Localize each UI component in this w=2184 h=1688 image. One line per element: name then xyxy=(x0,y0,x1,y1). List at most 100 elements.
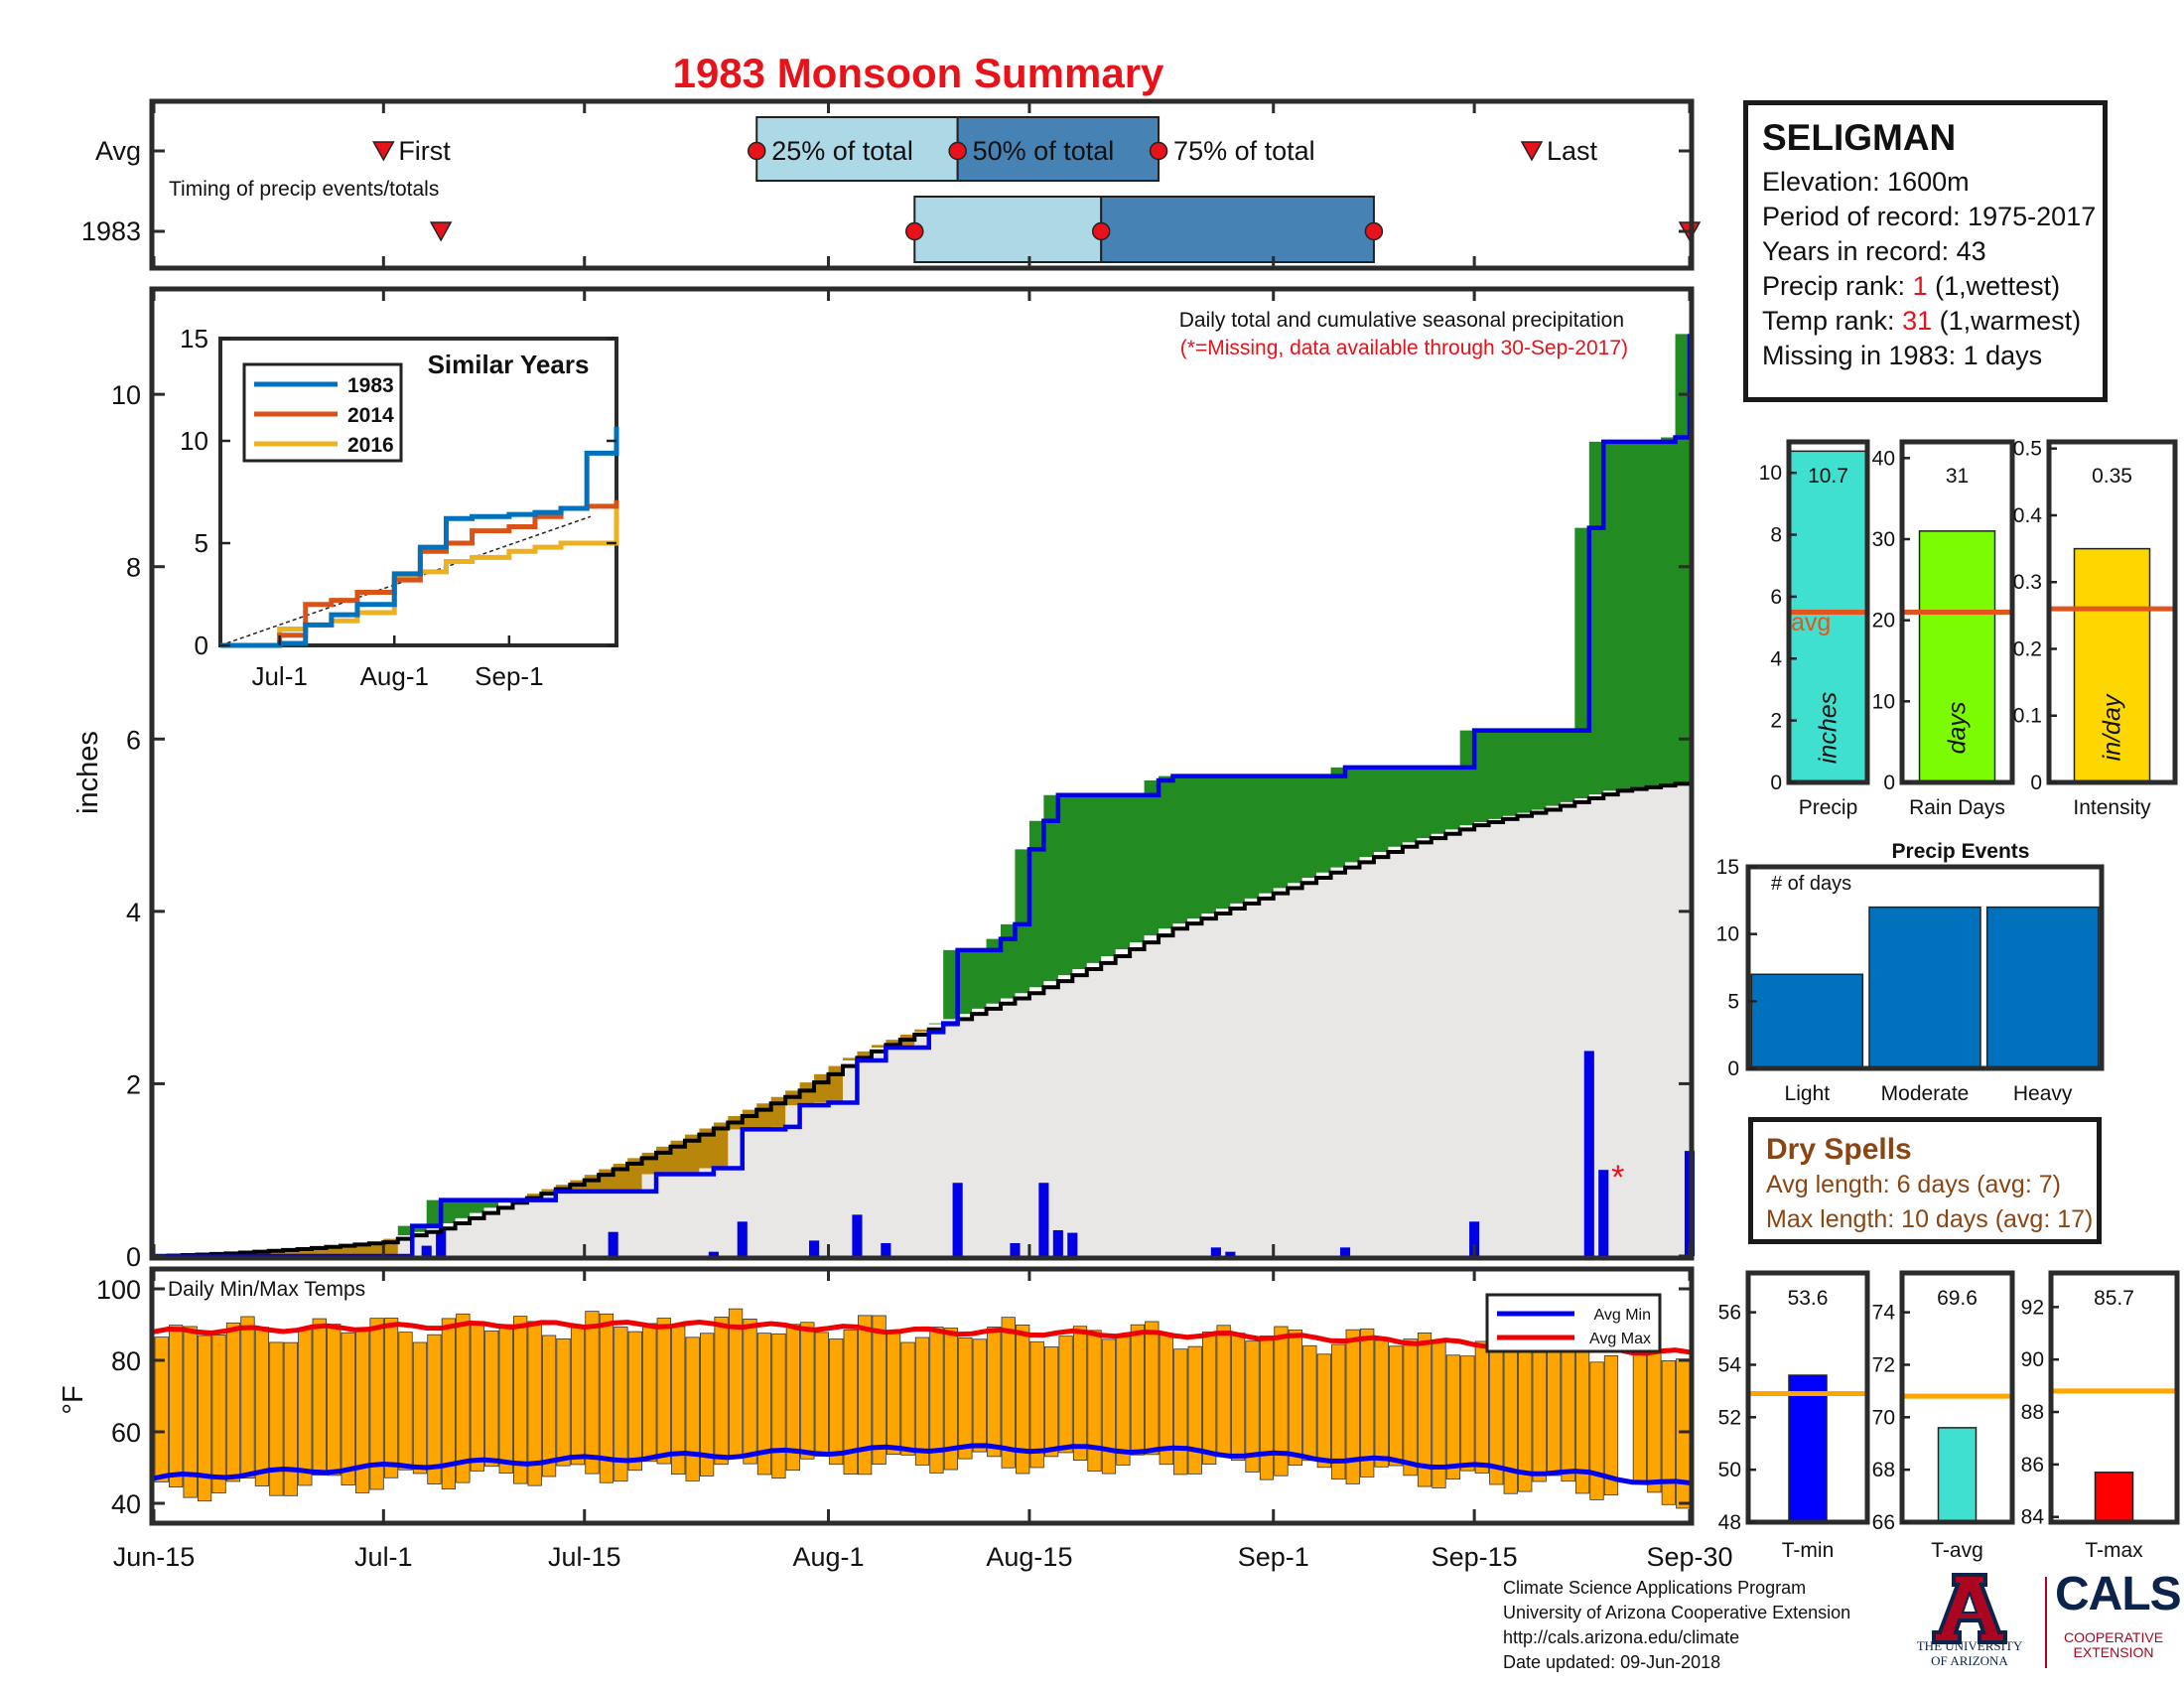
daily-temp-bar xyxy=(1316,1353,1331,1469)
daily-temp-bar xyxy=(312,1318,327,1477)
daily-temp-bar xyxy=(1474,1340,1489,1474)
tstat-bar-0 xyxy=(1788,1374,1828,1523)
events-ytick-label: 15 xyxy=(1716,856,1739,879)
tstat-frame-1 xyxy=(1899,1270,2015,1525)
daily-temp-bar xyxy=(1202,1332,1217,1465)
avg-last-marker xyxy=(1520,141,1544,162)
daily-precip-bar xyxy=(1052,1229,1063,1256)
temp-legend-box xyxy=(1485,1293,1662,1353)
main-ytick-label: 10 xyxy=(111,380,141,410)
daily-temp-bar xyxy=(900,1341,915,1456)
tstat-bar-1 xyxy=(1937,1427,1978,1523)
timing-q75-label: 75% of total xyxy=(1173,136,1315,166)
daily-temp-bar xyxy=(1345,1329,1360,1484)
inset-title: Similar Years xyxy=(428,350,590,379)
stat-ytick-label: 20 xyxy=(1872,610,1895,633)
daily-temp-bar xyxy=(1187,1345,1202,1475)
daily-temp-bar xyxy=(498,1324,513,1475)
daily-temp-bar xyxy=(183,1326,198,1498)
temp-ytick-label: 100 xyxy=(96,1275,141,1305)
stat-label-0: Precip xyxy=(1799,796,1858,819)
daily-temp-bar xyxy=(1245,1340,1260,1473)
daily-temp-bar xyxy=(987,1327,1002,1458)
figure-title: 1983 Monsoon Summary xyxy=(673,50,1164,96)
temp-ytick-label: 40 xyxy=(111,1489,141,1519)
tstat-label-2: T-max xyxy=(2085,1539,2143,1562)
daily-temp-bar xyxy=(1259,1336,1275,1480)
daily-temp-bar xyxy=(298,1328,313,1486)
station-period: Period of record: 1975-2017 xyxy=(1762,202,2097,231)
stat-avg-text: avg xyxy=(1791,609,1831,636)
daily-temp-bar xyxy=(1603,1355,1619,1496)
daily-temp-bar xyxy=(1302,1344,1317,1462)
stat-ytick-label: 6 xyxy=(1770,586,1782,609)
stat-bar-1 xyxy=(1918,530,1996,783)
year-q50-marker xyxy=(1091,221,1111,241)
timing-bar-year-early xyxy=(913,196,1103,263)
tstat-ytick-label: 68 xyxy=(1872,1459,1895,1481)
credit-url[interactable]: http://cals.arizona.edu/climate xyxy=(1503,1627,1740,1647)
daily-precip-bar xyxy=(881,1242,891,1256)
station-elevation: Elevation: 1600m xyxy=(1762,167,1970,197)
temp-xtick-label: Jul-15 xyxy=(548,1542,621,1572)
avg-q50-marker xyxy=(948,141,967,161)
daily-temp-bar xyxy=(1589,1361,1604,1500)
main-frame xyxy=(149,286,1695,1261)
daily-temp-bar xyxy=(1647,1347,1662,1493)
stat-label-2: Intensity xyxy=(2073,796,2151,819)
daily-precip-bar xyxy=(809,1240,820,1256)
tstat-ytick-label: 72 xyxy=(1872,1353,1895,1376)
temp-ytick-label: 60 xyxy=(111,1418,141,1448)
temp-rank-label: Temp rank: xyxy=(1762,306,1903,336)
stat-ytick-label: 0.4 xyxy=(2013,504,2043,527)
daily-temp-bar xyxy=(283,1341,298,1496)
temp-rank-suffix: (1,warmest) xyxy=(1932,306,2082,336)
tstat-ytick-label: 56 xyxy=(1718,1302,1741,1325)
daily-precip-bar xyxy=(952,1183,963,1256)
daily-temp-bar xyxy=(943,1328,959,1471)
daily-temp-bar xyxy=(1331,1343,1346,1480)
stat-frame-2 xyxy=(2046,439,2178,785)
daily-precip-bar xyxy=(1339,1247,1351,1256)
daily-temp-bar xyxy=(656,1318,671,1465)
daily-temp-bar xyxy=(1159,1334,1173,1466)
main-note: Daily total and cumulative seasonal prec… xyxy=(1179,309,1624,332)
daily-temp-bar xyxy=(456,1313,471,1483)
tstat-label-1: T-avg xyxy=(1931,1539,1983,1562)
daily-temp-bar xyxy=(886,1331,901,1456)
inset-legend-label-2016: 2016 xyxy=(347,434,394,457)
daily-temp-bar xyxy=(1016,1324,1030,1475)
daily-temp-bar xyxy=(599,1313,614,1483)
daily-temp-bar xyxy=(211,1335,226,1494)
temp-xtick-label: Sep-15 xyxy=(1432,1542,1518,1572)
missing-day-marker: * xyxy=(1611,1159,1624,1196)
daily-temp-bar xyxy=(1130,1324,1145,1456)
temp-xtick-label: Sep-30 xyxy=(1646,1542,1732,1572)
daily-temp-bar xyxy=(1173,1348,1188,1476)
credits-block: Climate Science Applications Program Uni… xyxy=(1503,1576,1920,1675)
daily-temp-bar xyxy=(585,1311,600,1475)
daily-temp-bar xyxy=(914,1336,930,1466)
dry-spells-avg: Avg length: 6 days (avg: 7) xyxy=(1766,1171,2061,1198)
avg-first-marker xyxy=(372,141,395,162)
daily-temp-bar xyxy=(1058,1336,1073,1454)
temp-xtick-label: Jun-15 xyxy=(113,1542,196,1572)
similar-years-inset: 0 5 10 15 Jul-1 Aug-1 Sep-1 Similar Years 1983… xyxy=(180,324,619,691)
stat-frame-1 xyxy=(1899,439,2015,785)
temp-frame xyxy=(149,1266,1695,1526)
daily-temp-bar xyxy=(169,1325,184,1487)
daily-temp-bar xyxy=(513,1316,528,1484)
stat-ytick-label: 4 xyxy=(1770,647,1782,670)
stat-ytick-label: 0.3 xyxy=(2013,571,2042,594)
daily-temp-bar xyxy=(685,1336,700,1481)
tstat-ytick-label: 50 xyxy=(1718,1459,1741,1481)
daily-temp-bar xyxy=(1288,1330,1303,1467)
main-ytick-label: 8 xyxy=(126,553,141,583)
daily-temp-bar xyxy=(154,1336,169,1482)
daily-temp-bar xyxy=(1561,1340,1575,1482)
daily-temp-bar xyxy=(441,1318,457,1489)
stat-value-1: 31 xyxy=(1946,465,1969,488)
daily-temp-bar xyxy=(341,1332,355,1485)
daily-temp-bar xyxy=(714,1317,729,1466)
daily-temp-bar xyxy=(1547,1343,1562,1477)
